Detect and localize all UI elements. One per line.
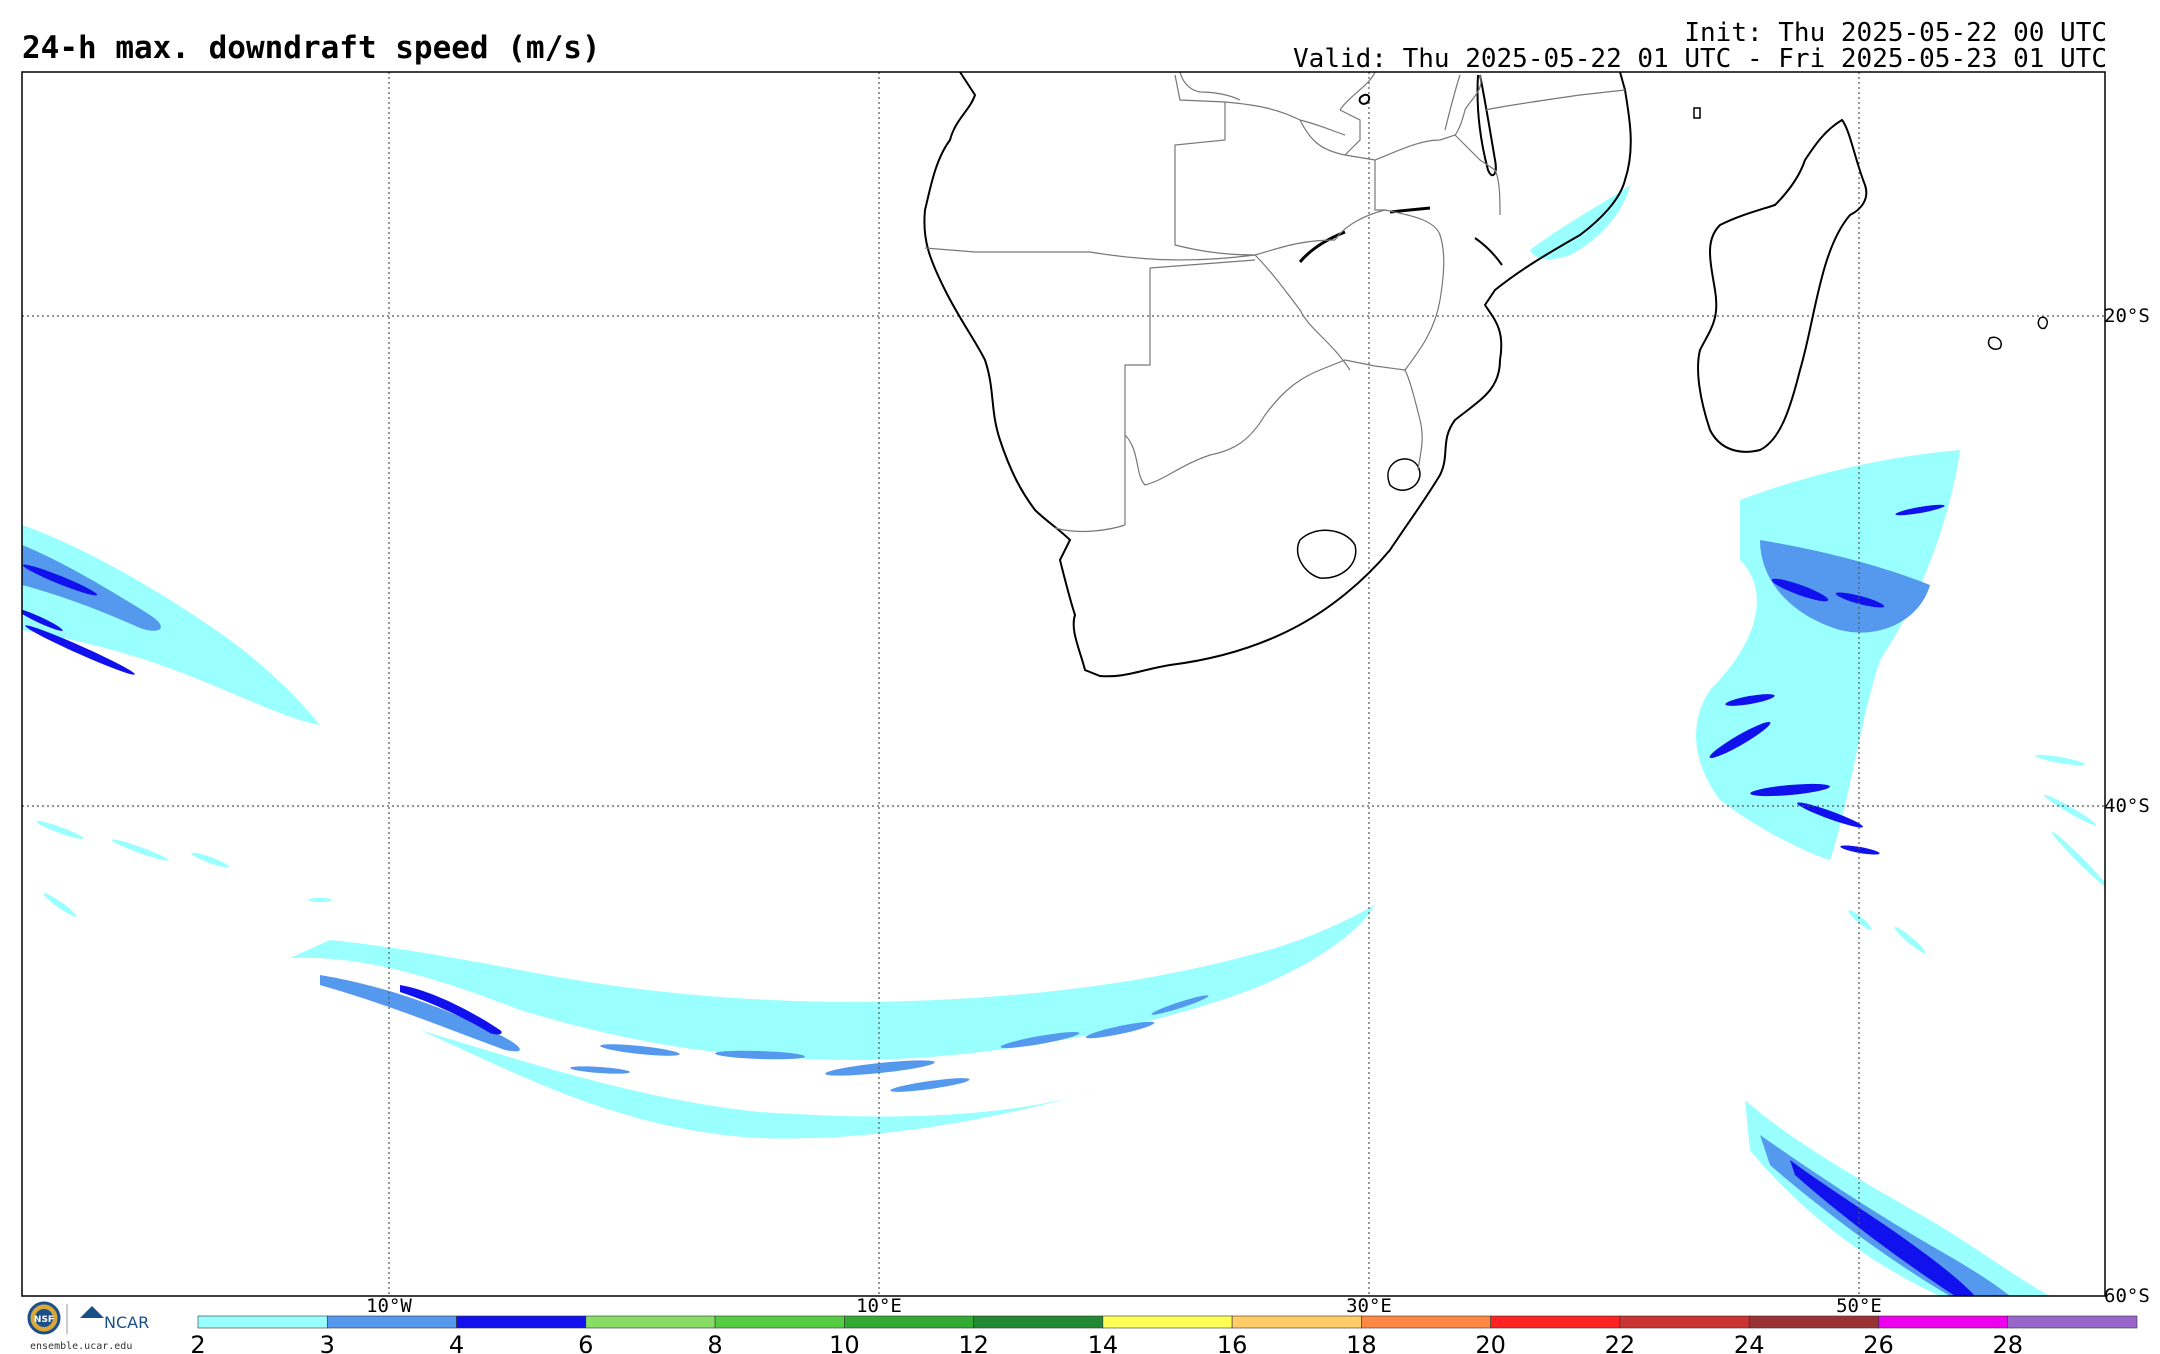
- field-southern-arc: [290, 905, 1375, 1060]
- longitude-labels: 10°W 10°E 30°E 50°E: [366, 1295, 1882, 1317]
- colorbar-swatch: [1231, 1315, 1362, 1329]
- zambezi-delta: [1474, 237, 1503, 266]
- valid-time: Valid: Thu 2025-05-22 01 UTC - Fri 2025-…: [1293, 44, 2107, 74]
- lon-label-10w: 10°W: [366, 1295, 412, 1317]
- lake-malawi: [1476, 74, 1497, 177]
- colorbar-swatch: [714, 1315, 845, 1329]
- lat-lon-grid: [22, 72, 2105, 1296]
- colorbar-swatch: [456, 1315, 587, 1329]
- colorbar-tick-label: 22: [1605, 1331, 1636, 1354]
- field-southeast-corner-blue: [1760, 1135, 2010, 1296]
- colorbar-tick-label: 6: [578, 1331, 593, 1354]
- colorbar-swatch: [1619, 1315, 1750, 1329]
- colorbar-tick-label: 18: [1346, 1331, 1377, 1354]
- colorbar-tick-label: 4: [449, 1331, 464, 1354]
- ncar-label: NCAR: [104, 1313, 149, 1332]
- field-far-east-streaks: [1848, 754, 2105, 954]
- colorbar: 2 3 4 6 8 10 12 14 16 18 20 22 24 26 28: [190, 1315, 2138, 1354]
- colorbar-swatch: [197, 1315, 328, 1329]
- colorbar-swatch: [1748, 1315, 1879, 1329]
- colorbar-tick-label: 8: [707, 1331, 722, 1354]
- init-time: Init: Thu 2025-05-22 00 UTC: [1684, 18, 2107, 48]
- colorbar-swatch: [1490, 1315, 1621, 1329]
- lat-label-60s: 60°S: [2104, 1285, 2150, 1307]
- field-southern-arc-bluecore: [320, 975, 520, 1052]
- map-frame: [21, 71, 2106, 1297]
- colorbar-swatch: [1361, 1315, 1491, 1329]
- field-west-edge-core: [22, 564, 135, 675]
- coastlines: [923, 71, 2048, 678]
- latitude-labels: 20°S 40°S 60°S: [2104, 305, 2150, 1307]
- lon-label-50e: 50°E: [1836, 1295, 1882, 1317]
- lon-label-10e: 10°E: [856, 1295, 902, 1317]
- field-arc-streaks: [570, 995, 1209, 1092]
- nsf-seal-text: NSF: [34, 1315, 54, 1325]
- colorbar-swatch: [1878, 1315, 2009, 1329]
- colorbar-tick-label: 10: [829, 1331, 860, 1354]
- lesotho: [1296, 529, 1357, 579]
- eswatini: [1387, 458, 1421, 491]
- colorbar-tick-label: 20: [1475, 1331, 1506, 1354]
- comoros: [1693, 107, 1701, 119]
- colorbar-tick-label: 26: [1863, 1331, 1894, 1354]
- field-southeast-blue: [1760, 540, 1930, 633]
- colorbar-swatch: [326, 1315, 457, 1329]
- colorbar-tick-label: 3: [320, 1331, 335, 1354]
- colorbar-swatch: [973, 1315, 1104, 1329]
- colorbar-tick-label: 16: [1217, 1331, 1248, 1354]
- cahora-bassa: [1389, 206, 1431, 214]
- colorbar-swatch: [1102, 1315, 1233, 1329]
- field-west-edge-blue: [22, 545, 161, 631]
- ncar-mark-icon: [80, 1306, 104, 1318]
- field-southeast-corner-core: [1790, 1160, 1975, 1296]
- lake-island: [1358, 93, 1371, 105]
- field-mozambique: [1530, 185, 1630, 260]
- field-southeast-corner: [1745, 1100, 2050, 1296]
- downdraft-shading: [22, 185, 2105, 1296]
- madagascar-coast: [1697, 118, 1868, 453]
- country-borders: [924, 71, 1626, 533]
- field-west-scatter: [36, 820, 332, 917]
- field-southeast-core: [1709, 504, 1945, 855]
- site-url: ensemble.ucar.edu: [30, 1341, 133, 1352]
- field-arc-core-west: [400, 985, 502, 1035]
- run-info: Init: Thu 2025-05-22 00 UTC Valid: Thu 2…: [1293, 20, 2107, 72]
- mauritius: [1987, 336, 2002, 350]
- colorbar-tick-label: 24: [1734, 1331, 1765, 1354]
- colorbar-swatch: [2007, 1315, 2138, 1329]
- colorbar-swatch: [585, 1315, 716, 1329]
- africa-coast: [923, 71, 1632, 678]
- field-southern-arc-low: [420, 1030, 1100, 1139]
- colorbar-tick-label: 12: [958, 1331, 989, 1354]
- nsf-ncar-logo: NSF NCAR: [27, 1301, 149, 1335]
- lat-label-20s: 20°S: [2104, 305, 2150, 327]
- lon-label-30e: 30°E: [1346, 1295, 1392, 1317]
- map-title: 24-h max. downdraft speed (m/s): [22, 30, 601, 66]
- lat-label-40s: 40°S: [2104, 795, 2150, 817]
- colorbar-tick-label: 28: [1992, 1331, 2023, 1354]
- colorbar-tick-label: 14: [1088, 1331, 1119, 1354]
- colorbar-tick-label: 2: [190, 1331, 205, 1354]
- colorbar-swatch: [844, 1315, 974, 1329]
- field-west-edge: [22, 525, 320, 725]
- reunion: [2037, 316, 2048, 330]
